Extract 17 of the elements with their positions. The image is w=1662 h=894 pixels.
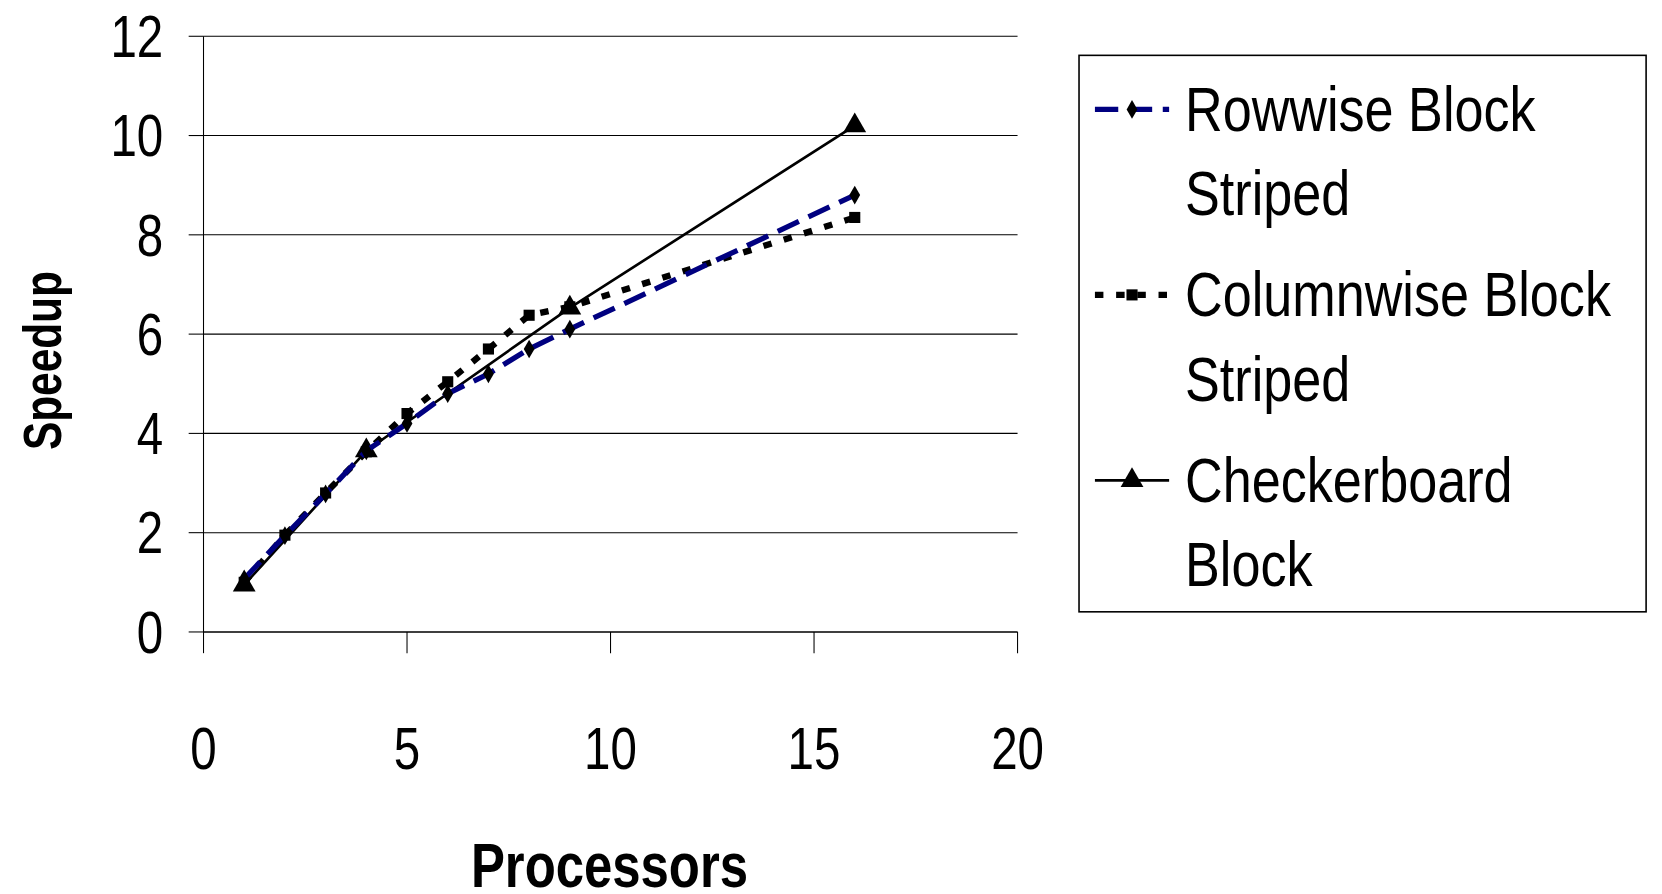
x-tick-label: 15 [787,714,841,781]
y-tick-label: 10 [110,102,164,169]
y-tick-label: 4 [136,400,164,467]
y-tick-label: 8 [136,201,164,268]
y-tick-label: 2 [136,499,164,566]
x-tick-label: 0 [190,714,217,781]
legend-label: Checkerboard Block [1185,443,1513,600]
y-tick-label: 0 [136,598,164,665]
x-axis-title: Processors [470,829,749,894]
y-tick-label: 6 [136,300,164,368]
y-axis-title: Speedup [13,271,73,451]
x-tick-label: 5 [393,714,421,781]
x-tick-label: 10 [584,714,637,781]
x-tick-label: 20 [991,714,1044,781]
legend-label: Rowwise Block Striped [1185,72,1537,229]
legend-label: Columnwise Block Striped [1185,258,1612,415]
y-tick-label: 12 [110,2,164,70]
